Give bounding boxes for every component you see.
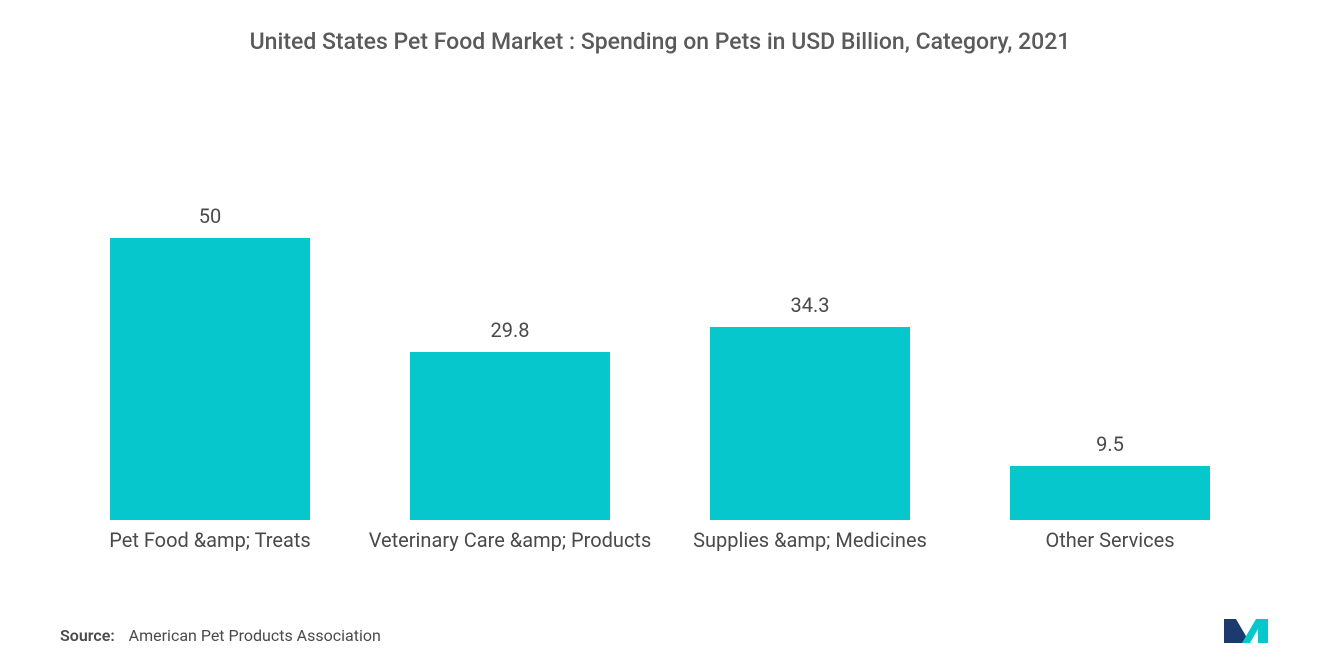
source-row: Source: American Pet Products Associatio… bbox=[60, 626, 381, 645]
bar-category-label: Pet Food &amp; Treats bbox=[60, 520, 360, 552]
bar-category-label: Supplies &amp; Medicines bbox=[660, 520, 960, 552]
bar-category-label: Other Services bbox=[960, 520, 1260, 552]
bar-group: 50Pet Food &amp; Treats bbox=[60, 120, 360, 520]
bar-rect bbox=[110, 238, 310, 520]
bar-category-label: Veterinary Care &amp; Products bbox=[360, 520, 660, 552]
bar-value-label: 9.5 bbox=[1096, 432, 1124, 456]
bar-group: 34.3Supplies &amp; Medicines bbox=[660, 120, 960, 520]
chart-title: United States Pet Food Market : Spending… bbox=[0, 0, 1320, 55]
bar-group: 29.8Veterinary Care &amp; Products bbox=[360, 120, 660, 520]
source-label: Source: bbox=[60, 626, 115, 645]
source-text: American Pet Products Association bbox=[129, 626, 381, 645]
bar-value-label: 29.8 bbox=[491, 318, 530, 342]
bar-rect bbox=[410, 352, 610, 520]
bar-rect bbox=[710, 327, 910, 520]
bar-value-label: 34.3 bbox=[791, 293, 830, 317]
bar-rect bbox=[1010, 466, 1210, 520]
bar-value-label: 50 bbox=[199, 204, 221, 228]
chart-container: United States Pet Food Market : Spending… bbox=[0, 0, 1320, 665]
bar-group: 9.5Other Services bbox=[960, 120, 1260, 520]
brand-logo-icon bbox=[1222, 613, 1282, 647]
chart-plot-area: 50Pet Food &amp; Treats29.8Veterinary Ca… bbox=[60, 120, 1260, 520]
